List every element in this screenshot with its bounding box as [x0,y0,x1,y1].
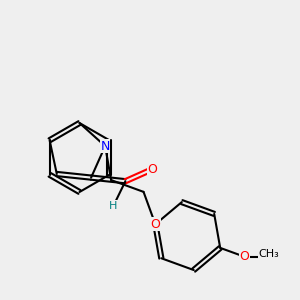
Text: CH₃: CH₃ [258,249,279,259]
Text: O: O [150,218,160,231]
Text: H: H [109,201,118,211]
Text: N: N [100,140,110,153]
Text: O: O [147,163,157,176]
Text: O: O [240,250,249,263]
